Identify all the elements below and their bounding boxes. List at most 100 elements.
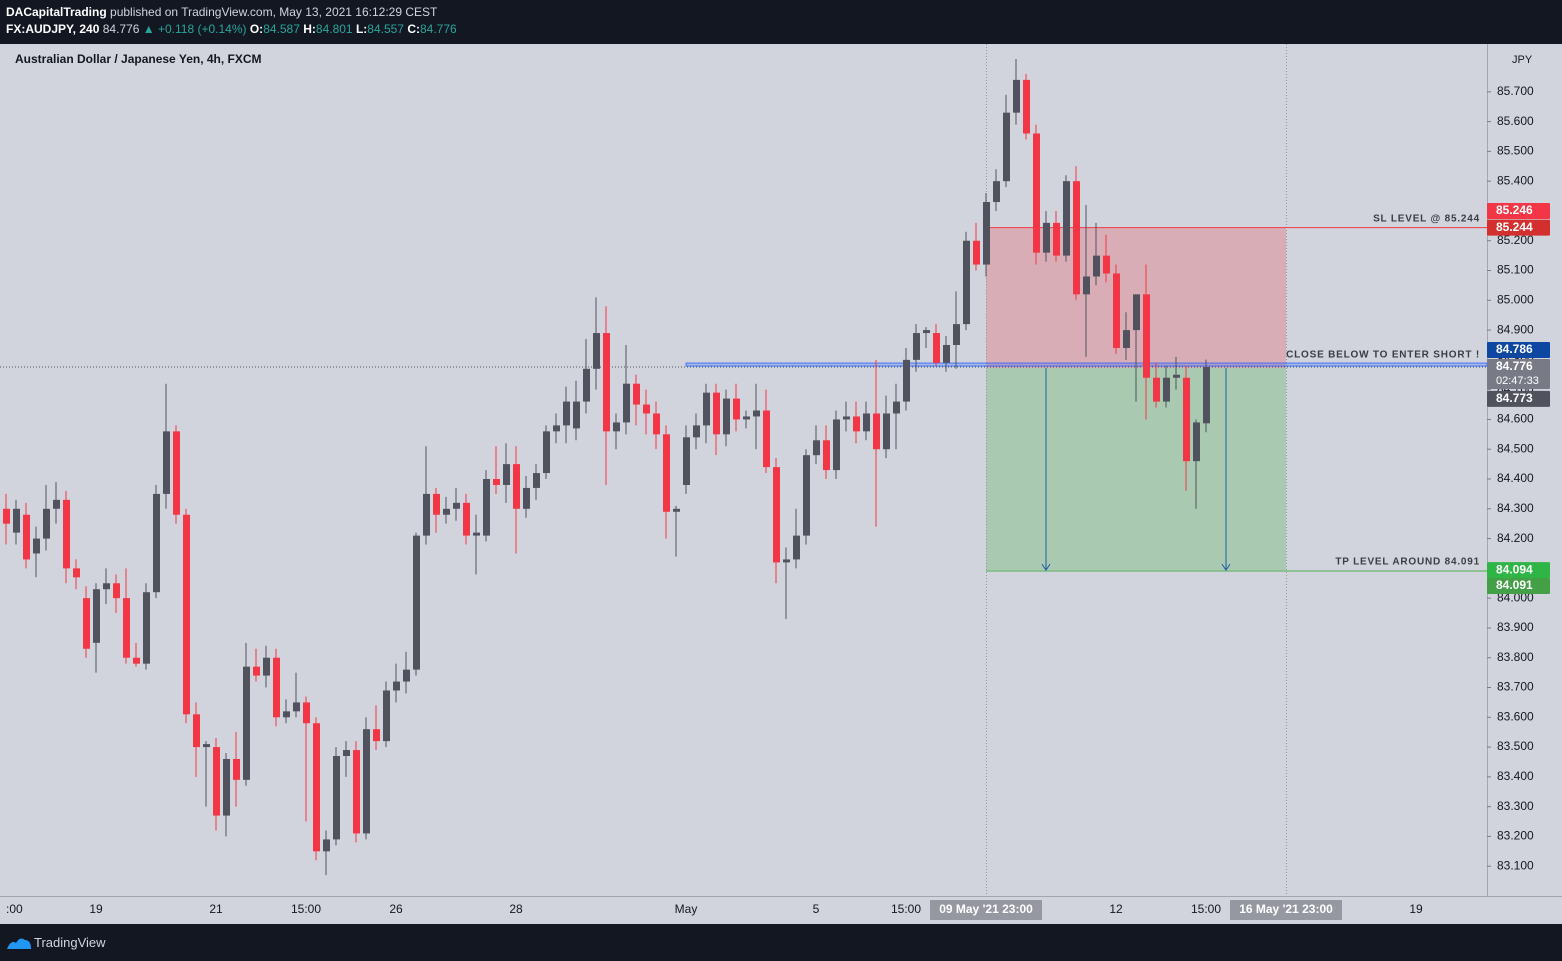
candle-body — [3, 508, 10, 524]
candle-body — [1203, 367, 1210, 424]
x-tick-label: 15:00 — [891, 902, 921, 916]
author: DACapitalTrading — [6, 5, 107, 19]
candle-body — [343, 750, 350, 757]
y-tick-label: 85.700 — [1497, 84, 1534, 98]
candle-body — [503, 464, 510, 485]
annotation-band — [685, 362, 1487, 367]
candle-body — [993, 181, 1000, 203]
candle-body — [743, 416, 750, 420]
candle-body — [153, 493, 160, 593]
y-tick-label: 85.100 — [1497, 263, 1534, 277]
candle-body — [693, 425, 700, 438]
ohlc-key: L: — [355, 22, 368, 36]
candle-body — [703, 392, 710, 426]
candle-body — [1063, 181, 1070, 256]
candle-body — [613, 422, 620, 432]
candle-body — [83, 598, 90, 649]
y-tick-label: 83.600 — [1497, 709, 1534, 723]
candle-body — [823, 440, 830, 471]
y-tick-label: 84.600 — [1497, 412, 1534, 426]
candle-body — [1153, 377, 1160, 402]
candle-body — [1103, 255, 1110, 274]
y-tick-label: 84.400 — [1497, 471, 1534, 485]
candle-body — [123, 598, 130, 658]
y-tick-label: 85.500 — [1497, 144, 1534, 158]
price-badge-label: 84.773 — [1496, 391, 1533, 405]
candle-body — [103, 583, 110, 590]
candle-body — [43, 508, 50, 539]
y-tick-label: 83.300 — [1497, 799, 1534, 813]
candle-body — [1113, 273, 1120, 348]
x-highlight — [1230, 900, 1342, 920]
candle-body — [643, 404, 650, 414]
candle-body — [1053, 222, 1060, 256]
ohlc-value: 84.587 — [263, 22, 300, 36]
x-tick-label: 21 — [209, 902, 223, 916]
candle-body — [273, 657, 280, 718]
y-tick-label: 83.700 — [1497, 680, 1534, 694]
candle-body — [1073, 181, 1080, 295]
candle-body — [983, 202, 990, 265]
price-badge — [1487, 219, 1550, 236]
candle-body — [403, 669, 410, 682]
candle-body — [913, 333, 920, 360]
candle-body — [423, 493, 430, 536]
candle-body — [163, 431, 170, 494]
candle-body — [893, 401, 900, 414]
candle-body — [573, 401, 580, 429]
chart-background — [0, 44, 1562, 924]
candle-body — [883, 413, 890, 450]
x-tick-label: 16 May '21 23:00 — [1239, 902, 1333, 916]
candle-body — [963, 240, 970, 325]
candle-body — [1023, 79, 1030, 134]
candle-body — [303, 702, 310, 724]
candle-body — [923, 330, 930, 334]
candle-body — [943, 344, 950, 363]
target-zone — [986, 367, 1286, 571]
y-tick-label: 85.400 — [1497, 173, 1534, 187]
ohlc-value: 84.776 — [420, 22, 457, 36]
annotation-text: CLOSE BELOW TO ENTER SHORT ! — [1286, 350, 1480, 361]
candle-body — [1183, 377, 1190, 462]
candle-body — [653, 413, 660, 435]
candle-body — [13, 508, 20, 533]
candle-body — [973, 240, 980, 265]
candle-body — [1093, 255, 1100, 277]
candle-body — [323, 839, 330, 852]
candle-body — [413, 535, 420, 670]
ohlc: O:84.587 H:84.801 L:84.557 C:84.776 — [250, 22, 457, 36]
x-tick-label: 12 — [1109, 902, 1123, 916]
candle-body — [733, 398, 740, 420]
candle-body — [833, 419, 840, 471]
y-tick-label: 83.500 — [1497, 739, 1534, 753]
candle-body — [373, 729, 380, 742]
candle-body — [473, 532, 480, 536]
annotation-text: SL LEVEL @ 85.244 — [1373, 213, 1480, 224]
y-tick-label: 83.200 — [1497, 829, 1534, 843]
candle-body — [603, 333, 610, 432]
candle-body — [253, 666, 260, 676]
price-badge-label: 84.786 — [1496, 342, 1533, 356]
candle-body — [203, 744, 210, 748]
price-badge-label: 84.776 — [1496, 359, 1533, 373]
x-tick-label: 15:00 — [291, 902, 321, 916]
y-tick-label: 84.500 — [1497, 441, 1534, 455]
candle-body — [843, 416, 850, 420]
candle-body — [173, 431, 180, 515]
candle-body — [213, 747, 220, 816]
candle-body — [593, 333, 600, 369]
y-tick-label: 83.100 — [1497, 858, 1534, 872]
change-value: +0.118 (+0.14%) — [157, 22, 247, 36]
candle-body — [543, 431, 550, 474]
symbol-line: FX:AUDJPY, 240 84.776 ▲ +0.118 (+0.14%) … — [6, 22, 457, 36]
candle-body — [903, 359, 910, 402]
candle-body — [563, 401, 570, 426]
candle-body — [953, 324, 960, 345]
ohlc-value: 84.557 — [367, 22, 404, 36]
candle-body — [553, 425, 560, 432]
candle-body — [1083, 276, 1090, 295]
candle-body — [183, 514, 190, 715]
price-badge-label: 84.094 — [1496, 562, 1533, 576]
chart-title: Australian Dollar / Japanese Yen, 4h, FX… — [15, 52, 262, 66]
candle-body — [463, 502, 470, 536]
